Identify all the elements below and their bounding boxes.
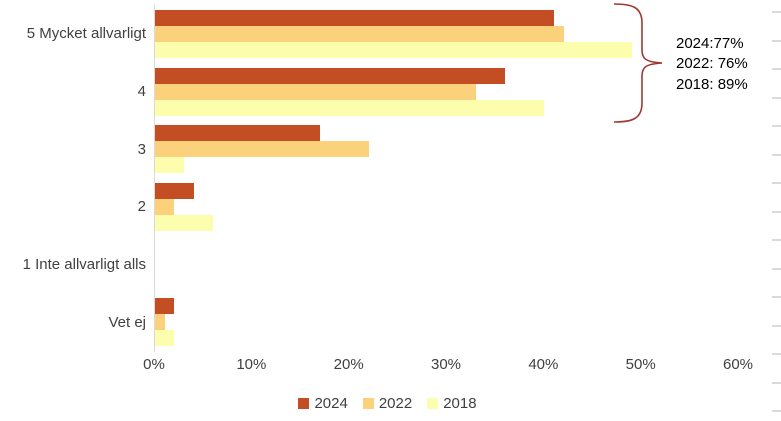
bar-2022 <box>155 141 370 158</box>
legend-label: 2024 <box>314 395 348 412</box>
bar-2018 <box>155 41 632 58</box>
sheet-row-mark <box>772 410 781 412</box>
x-tick-label: 60% <box>722 356 754 373</box>
bar-2024 <box>155 298 175 315</box>
sheet-row-mark <box>772 11 781 13</box>
category-label: Vet ej <box>108 313 146 331</box>
bar-2022 <box>155 198 175 215</box>
bar-2018 <box>155 330 175 347</box>
bar-2024 <box>155 182 194 199</box>
x-tick-label: 0% <box>143 356 165 373</box>
sheet-row-mark <box>772 39 781 42</box>
sheet-row-mark <box>772 239 781 241</box>
sheet-row-mark <box>772 267 781 270</box>
annotation-line-2024: 2024:77% <box>676 35 744 52</box>
sheet-row-mark <box>772 96 781 99</box>
legend-label: 2022 <box>378 395 413 412</box>
x-tick-label: 40% <box>528 356 559 373</box>
sheet-row-mark <box>772 68 781 70</box>
bar-2022 <box>155 25 564 42</box>
legend-swatch-icon <box>298 398 310 409</box>
bar-2024 <box>155 67 506 84</box>
bar-2022 <box>155 83 477 100</box>
x-tick-label: 10% <box>236 356 267 373</box>
legend-item-2024: 2024 <box>298 395 348 412</box>
category-label: 2 <box>137 198 146 216</box>
sheet-row-mark <box>772 153 781 156</box>
annotation-line-2022: 2022: 76% <box>676 55 748 73</box>
x-tick-label: 20% <box>333 356 364 373</box>
legend-item-2018: 2018 <box>427 395 477 412</box>
category-label: 1 Inte allvarligt alls <box>22 255 146 273</box>
brace-icon <box>613 3 663 123</box>
bar-2024 <box>155 125 321 142</box>
category-label: 3 <box>137 140 146 158</box>
bar-group <box>155 298 175 347</box>
sheet-row-mark <box>772 324 781 327</box>
x-tick-label: 30% <box>430 356 462 373</box>
category-label: 5 Mycket allvarligt <box>26 25 146 43</box>
annotation-text-box: 2024:77% 2022: 76% 2018: 89% <box>676 34 748 95</box>
sheet-row-mark <box>772 125 781 127</box>
bar-group <box>155 9 632 58</box>
sheet-row-mark <box>772 353 781 355</box>
sheet-row-mark <box>772 296 781 298</box>
bar-group <box>155 125 370 174</box>
bar-2018 <box>155 214 214 231</box>
bar-2018 <box>155 157 185 174</box>
bar-group <box>155 67 545 116</box>
sheet-row-mark <box>772 381 781 384</box>
category-axis-line <box>154 4 155 352</box>
bar-group <box>155 182 214 231</box>
sheet-row-mark <box>772 182 781 184</box>
annotation-line-2018: 2018: 89% <box>676 75 748 93</box>
bar-2022 <box>155 314 165 331</box>
legend: 2024 2022 2018 <box>0 395 775 412</box>
legend-swatch-icon <box>362 398 374 409</box>
category-label: 4 <box>137 82 146 100</box>
legend-item-2022: 2022 <box>362 395 413 412</box>
sheet-row-mark <box>772 210 781 213</box>
bar-2018 <box>155 99 545 116</box>
bar-2024 <box>155 9 555 26</box>
legend-swatch-icon <box>427 398 439 409</box>
legend-label: 2018 <box>443 395 477 412</box>
x-tick-label: 50% <box>625 356 656 373</box>
